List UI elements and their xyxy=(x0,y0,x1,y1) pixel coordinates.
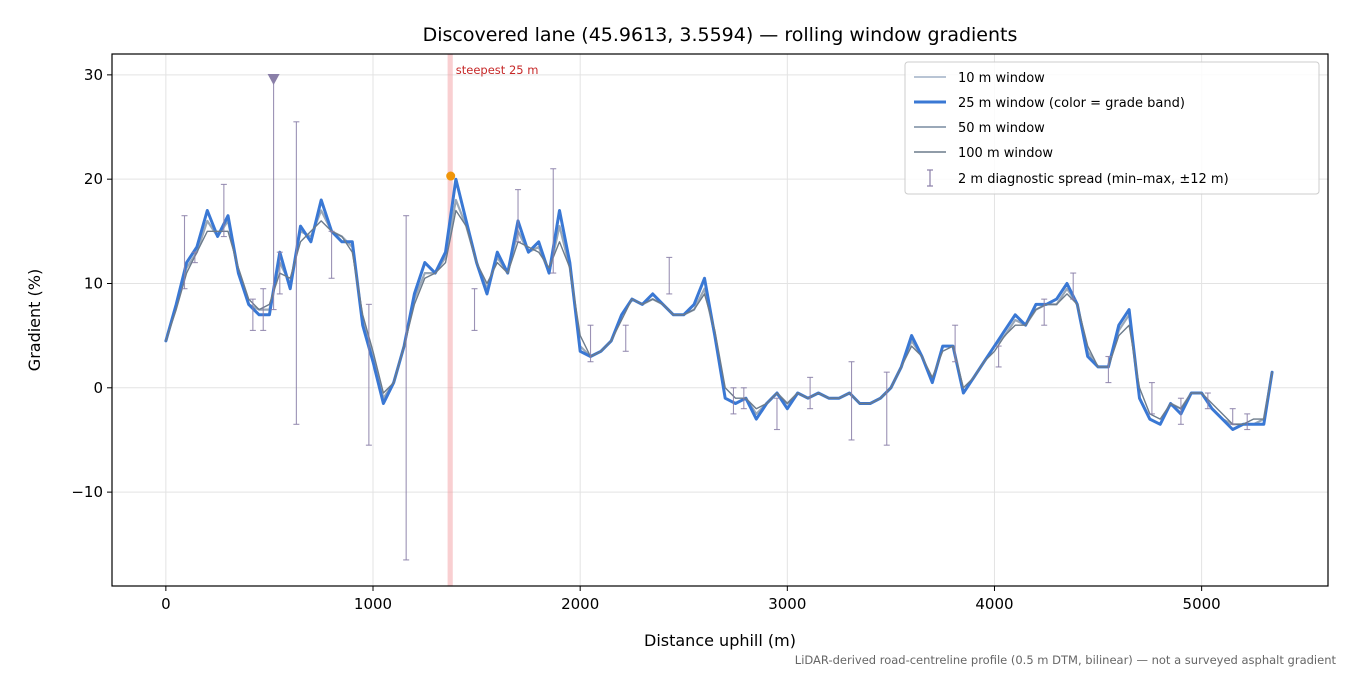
errorbar xyxy=(587,324,594,363)
errorbar xyxy=(1041,298,1048,326)
errorbar xyxy=(1070,272,1077,300)
x-tick-label: 1000 xyxy=(354,595,392,613)
errorbar xyxy=(1229,408,1236,425)
x-tick-label: 0 xyxy=(161,595,171,613)
legend-swatch-errorbar xyxy=(927,169,933,187)
x-tick-label: 3000 xyxy=(768,595,806,613)
legend: 10 m window 25 m window (color = grade b… xyxy=(904,61,1320,195)
x-tick-label: 2000 xyxy=(561,595,599,613)
y-tick-label: 30 xyxy=(84,66,103,84)
steepest-point-marker xyxy=(446,171,456,181)
marker-group xyxy=(267,74,456,181)
errorbar xyxy=(260,288,267,331)
errorbar xyxy=(550,168,557,274)
errorbar xyxy=(730,387,737,415)
errorbar-group xyxy=(181,74,1251,561)
errorbar xyxy=(1204,392,1211,410)
max-spread-marker xyxy=(267,74,280,86)
errorbar xyxy=(1148,382,1155,415)
errorbar xyxy=(181,215,188,290)
chart-title: Discovered lane (45.9613, 3.5594) — roll… xyxy=(423,24,1018,46)
legend-label-25m: 25 m window (color = grade band) xyxy=(958,96,1185,111)
errorbar xyxy=(249,298,256,331)
errorbar xyxy=(622,324,629,352)
errorbar xyxy=(1244,413,1251,431)
errorbar xyxy=(995,345,1002,368)
legend-label-10m: 10 m window xyxy=(958,71,1045,86)
series-group xyxy=(164,177,1274,431)
y-tick-label: 0 xyxy=(93,379,103,397)
steepest-band-group: steepest 25 m xyxy=(447,54,539,586)
errorbar xyxy=(1177,397,1184,425)
steepest-band-label: steepest 25 m xyxy=(456,63,539,77)
y-tick-label: −10 xyxy=(71,483,103,501)
errorbar xyxy=(276,251,283,295)
x-tick-label: 4000 xyxy=(975,595,1013,613)
errorbar xyxy=(328,230,335,279)
errorbar xyxy=(403,215,410,561)
errorbar xyxy=(365,303,372,446)
legend-box xyxy=(904,61,1320,195)
errorbar xyxy=(666,256,673,295)
errorbar xyxy=(952,324,959,363)
errorbar xyxy=(471,288,478,331)
steepest-band xyxy=(447,54,453,586)
footnote: LiDAR-derived road-centreline profile (0… xyxy=(795,653,1337,667)
legend-label-50m: 50 m window xyxy=(958,121,1045,136)
x-axis: 0 1000 2000 3000 4000 5000 xyxy=(161,586,1221,613)
errorbar xyxy=(220,183,227,238)
y-tick-label: 10 xyxy=(84,274,103,292)
errorbar xyxy=(807,376,814,410)
errorbar xyxy=(740,387,747,410)
legend-label-100m: 100 m window xyxy=(958,146,1053,161)
series-25m-window xyxy=(164,177,1274,431)
x-axis-label: Distance uphill (m) xyxy=(644,631,796,650)
plot-frame xyxy=(111,53,1329,587)
errorbar xyxy=(293,121,300,425)
errorbar xyxy=(191,251,198,264)
y-axis-label: Gradient (%) xyxy=(25,269,44,371)
errorbar xyxy=(773,397,780,431)
y-tick-label: 20 xyxy=(84,170,103,188)
errorbar xyxy=(848,361,855,441)
x-tick-label: 5000 xyxy=(1183,595,1221,613)
errorbar xyxy=(883,371,890,446)
y-axis: −10 0 10 20 30 xyxy=(71,66,112,501)
errorbar xyxy=(1105,355,1112,384)
errorbar xyxy=(515,189,522,243)
series-100m-window xyxy=(165,209,1273,425)
legend-label-errorbar: 2 m diagnostic spread (min–max, ±12 m) xyxy=(958,172,1229,187)
